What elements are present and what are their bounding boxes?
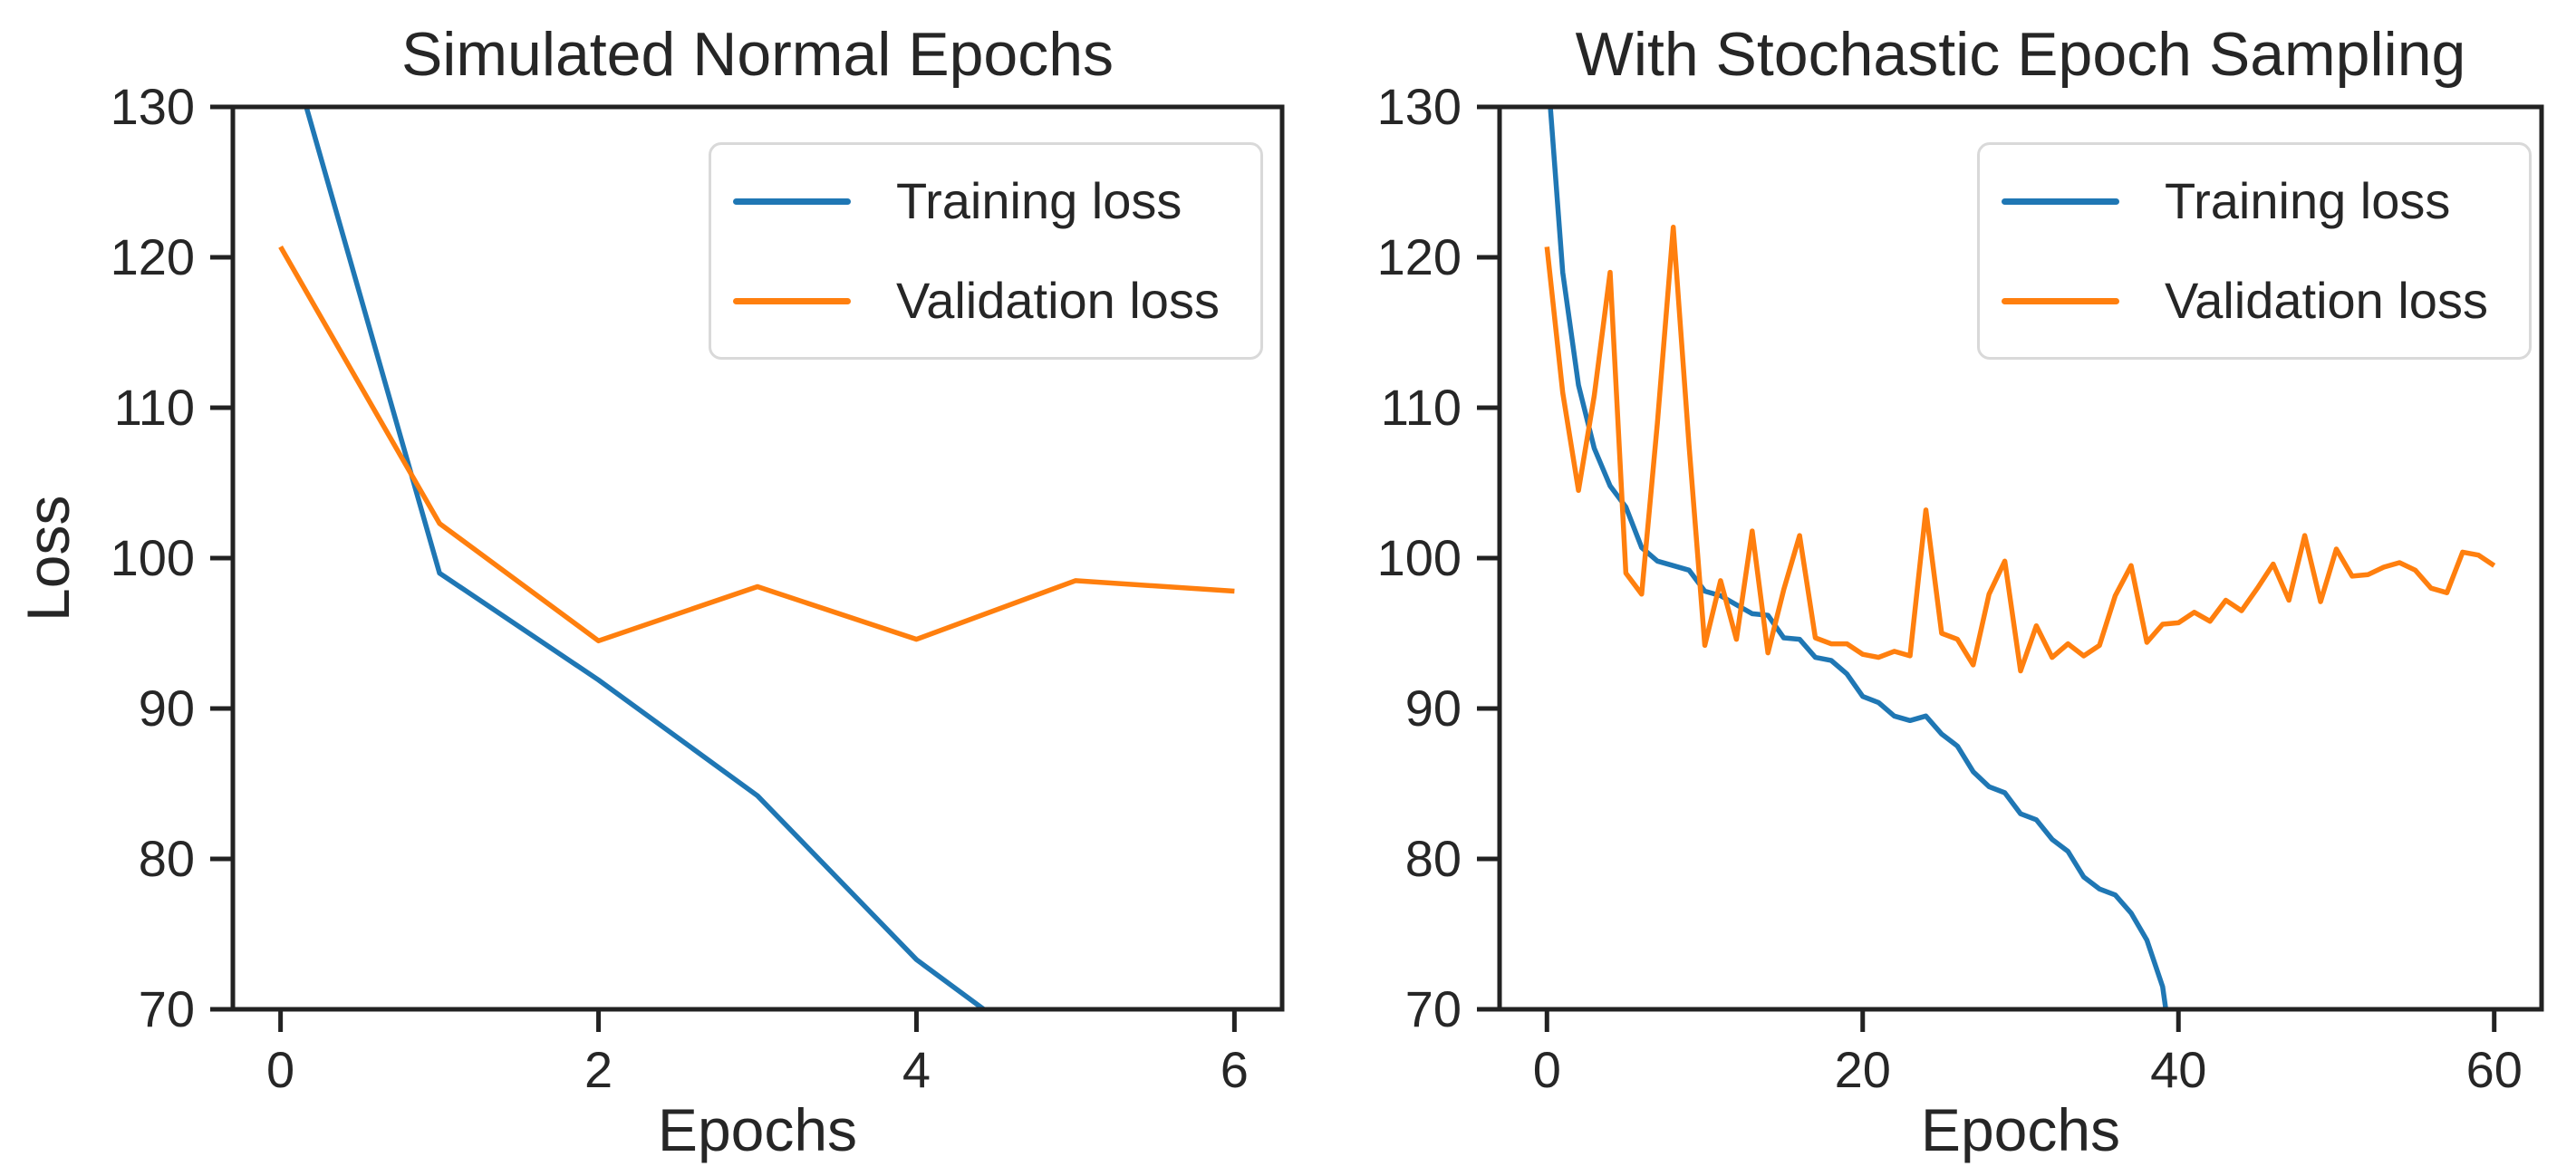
x-axis-label-right: Epochs bbox=[1920, 1096, 2121, 1163]
training-loss-line bbox=[304, 107, 989, 1009]
y-tick-label: 100 bbox=[1377, 529, 1462, 586]
y-tick-label: 110 bbox=[1381, 379, 1462, 436]
x-tick-label: 2 bbox=[584, 1041, 613, 1098]
validation-line-swatch bbox=[733, 297, 851, 304]
legend-right: Training loss Validation loss bbox=[1977, 142, 2532, 360]
axes-right: 0 20 40 60 70 80 90 100 110 120 130 bbox=[1377, 78, 2544, 1098]
y-tick-label: 130 bbox=[1377, 78, 1462, 135]
axes-left: 0 2 4 6 70 80 90 100 110 120 130 bbox=[111, 78, 1285, 1098]
legend-item-training: Training loss bbox=[733, 158, 1260, 245]
x-tick-label: 60 bbox=[2466, 1041, 2523, 1098]
chart-title-left: Simulated Normal Epochs bbox=[400, 20, 1114, 89]
legend-label: Validation loss bbox=[896, 272, 1220, 329]
legend-item-validation: Validation loss bbox=[2002, 257, 2529, 344]
y-tick-label: 90 bbox=[1405, 680, 1462, 737]
training-line-swatch bbox=[733, 198, 851, 205]
y-tick-label: 120 bbox=[111, 228, 195, 285]
y-axis-label: Loss bbox=[14, 495, 82, 622]
legend-label: Training loss bbox=[896, 172, 1182, 229]
legend-item-training: Training loss bbox=[2002, 158, 2529, 245]
y-tick-label: 130 bbox=[111, 78, 195, 135]
y-tick-label: 110 bbox=[114, 379, 195, 436]
y-tick-label: 80 bbox=[1405, 830, 1462, 887]
x-tick-label: 0 bbox=[266, 1041, 294, 1098]
x-tick-label: 6 bbox=[1220, 1041, 1249, 1098]
training-loss-line bbox=[1548, 107, 2169, 1009]
plot-border bbox=[230, 104, 1285, 1012]
training-line-swatch bbox=[2002, 198, 2119, 205]
y-tick-label: 70 bbox=[1405, 980, 1462, 1037]
validation-loss-line bbox=[278, 246, 1235, 644]
plot-border bbox=[1497, 104, 2544, 1012]
legend-left: Training loss Validation loss bbox=[709, 142, 1263, 360]
legend-item-validation: Validation loss bbox=[733, 257, 1260, 344]
validation-loss-line bbox=[1544, 225, 2496, 674]
x-tick-label: 0 bbox=[1533, 1041, 1561, 1098]
y-tick-label: 120 bbox=[1377, 228, 1462, 285]
x-axis-label-left: Epochs bbox=[657, 1096, 858, 1163]
x-tick-label: 40 bbox=[2150, 1041, 2206, 1098]
y-tick-label: 100 bbox=[111, 529, 195, 586]
y-tick-label: 70 bbox=[139, 980, 195, 1037]
y-tick-label: 90 bbox=[139, 680, 195, 737]
x-tick-label: 20 bbox=[1835, 1041, 1891, 1098]
chart-title-right: With Stochastic Epoch Sampling bbox=[1575, 20, 2466, 89]
x-tick-label: 4 bbox=[902, 1041, 931, 1098]
validation-line-swatch bbox=[2002, 297, 2119, 304]
legend-label: Validation loss bbox=[2165, 272, 2488, 329]
legend-label: Training loss bbox=[2165, 172, 2451, 229]
y-tick-label: 80 bbox=[139, 830, 195, 887]
